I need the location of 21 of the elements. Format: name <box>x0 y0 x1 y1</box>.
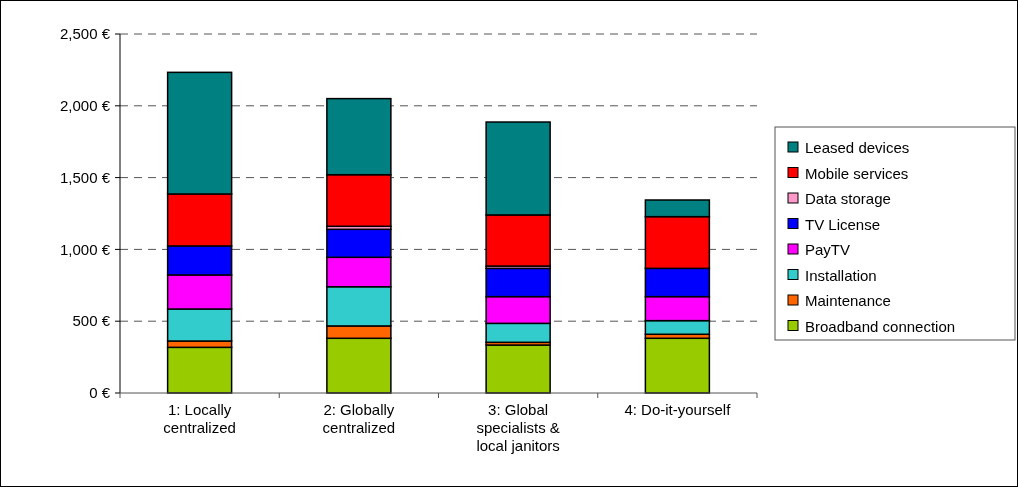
y-tick-label: 2,500 € <box>59 25 111 43</box>
legend-label: Broadband connection <box>805 317 956 335</box>
legend-label: Installation <box>805 266 877 284</box>
x-tick-label: 4: Do-it-yourself <box>624 401 732 418</box>
legend-label: TV License <box>805 215 881 233</box>
x-tick-label: 3: Global specialists & local janitors <box>476 401 560 454</box>
bar <box>166 346 233 394</box>
y-tick-label: 1,500 € <box>59 168 111 186</box>
legend-label: PayTV <box>805 241 851 259</box>
legend-label: Leased devices <box>805 139 910 157</box>
y-tick-label: 500 € <box>72 312 111 330</box>
bar <box>644 337 711 394</box>
legend-label: Mobile services <box>805 164 909 182</box>
legend-label: Maintenance <box>805 292 891 310</box>
y-tick-label: 0 € <box>89 384 111 402</box>
y-tick-label: 1,000 € <box>59 240 111 258</box>
bar <box>485 344 551 394</box>
legend-label: Data storage <box>805 190 891 208</box>
y-tick-label: 2,000 € <box>59 97 111 115</box>
x-tick-label: 2: Globally centralized <box>322 401 396 436</box>
x-tick-label: 1: Locally centralized <box>163 401 236 436</box>
